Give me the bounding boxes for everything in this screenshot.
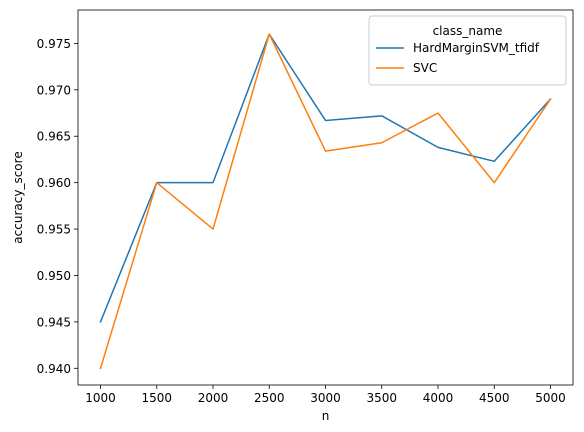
series-line-svc — [99, 33, 552, 370]
legend-entries: HardMarginSVM_tfidf SVC — [376, 41, 540, 75]
legend-box — [368, 15, 567, 86]
x-tick-label: 1500 — [141, 391, 172, 405]
x-tick-label: 2000 — [198, 391, 229, 405]
series-layer — [99, 33, 552, 370]
series-line-hardmarginsvm-tfidf — [99, 33, 552, 323]
x-axis: 1000 1500 2000 2500 3000 3500 4000 4500 5000 — [85, 385, 566, 405]
x-tick-label: 4000 — [423, 391, 454, 405]
y-tick-label: 0.955 — [37, 223, 71, 237]
y-tick-label: 0.965 — [37, 130, 71, 144]
y-tick-label: 0.945 — [37, 315, 71, 329]
y-axis-title: accuracy_score — [11, 151, 25, 243]
y-tick-label: 0.940 — [37, 362, 71, 376]
legend-title: class_name — [433, 24, 503, 38]
x-tick-label: 3000 — [310, 391, 341, 405]
x-axis-title: n — [322, 409, 330, 423]
y-axis: 0.940 0.945 0.950 0.955 0.960 0.965 0.970 0.975 — [37, 37, 78, 376]
legend: class_name HardMarginSVM_tfidf SVC — [368, 15, 567, 86]
x-tick-label: 5000 — [535, 391, 566, 405]
x-tick-label: 1000 — [85, 391, 116, 405]
y-tick-label: 0.970 — [37, 83, 71, 97]
y-tick-label: 0.960 — [37, 176, 71, 190]
x-tick-label: 4500 — [479, 391, 510, 405]
x-tick-label: 2500 — [254, 391, 285, 405]
legend-label: SVC — [413, 61, 437, 75]
legend-label: HardMarginSVM_tfidf — [413, 41, 540, 55]
y-tick-label: 0.950 — [37, 269, 71, 283]
x-tick-label: 3500 — [366, 391, 397, 405]
y-tick-label: 0.975 — [37, 37, 71, 51]
